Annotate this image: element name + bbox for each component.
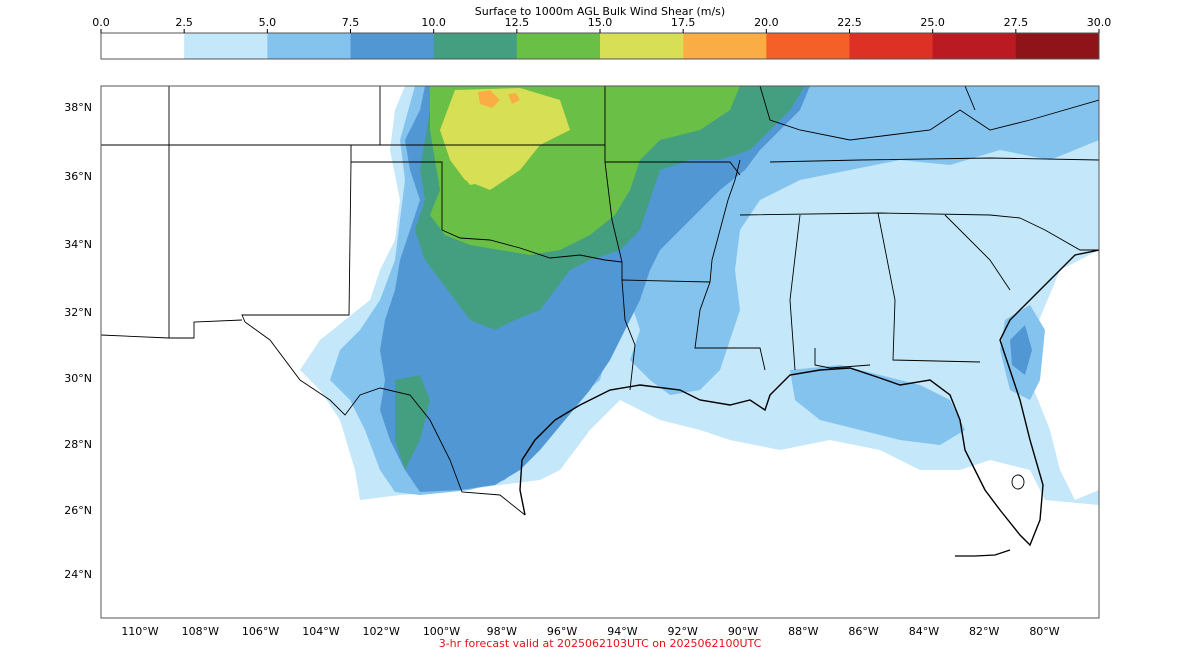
shear-area-7-fl (1010, 325, 1032, 375)
lake-okeechobee (1011, 474, 1025, 490)
latitude-label: 34°N (64, 238, 92, 251)
longitude-label: 98°W (487, 625, 517, 638)
colorbar-tick-label: 17.5 (671, 16, 696, 29)
colorbar-cell (267, 33, 351, 59)
longitude-label: 96°W (547, 625, 577, 638)
longitude-labels: 110°W 108°W 106°W 104°W 102°W 100°W 98°W 96°W 94… (121, 625, 1059, 638)
latitude-label: 32°N (64, 306, 92, 319)
longitude-label: 110°W (121, 625, 158, 638)
shear-area-10-s (395, 375, 430, 470)
shear-field (300, 86, 1099, 505)
longitude-label: 86°W (848, 625, 878, 638)
longitude-label: 102°W (363, 625, 400, 638)
colorbar-tick-label: 30.0 (1087, 16, 1112, 29)
colorbar-cell (849, 33, 934, 59)
colorbar-cell (683, 33, 767, 59)
political-borders (101, 86, 1099, 516)
longitude-label: 94°W (607, 625, 637, 638)
shear-area-17 (478, 90, 500, 108)
shear-area-17-b (508, 93, 520, 104)
colorbar-ticks: 0.0 2.5 5.0 7.5 10.0 12.5 15.0 17.5 20.0 22.5 25.0… (92, 16, 1111, 33)
colorbar-tick-label: 10.0 (421, 16, 446, 29)
latitude-label: 26°N (64, 504, 92, 517)
colorbar-tick-label: 25.0 (920, 16, 945, 29)
longitude-label: 106°W (242, 625, 279, 638)
gulf-coastline (519, 249, 1099, 547)
shear-area-15-b (455, 135, 510, 185)
longitude-label: 104°W (302, 625, 339, 638)
colorbar-tick-label: 7.5 (342, 16, 360, 29)
latitude-label: 30°N (64, 372, 92, 385)
colorbar-cell (101, 33, 185, 59)
colorbar-tick-label: 27.5 (1004, 16, 1029, 29)
longitude-label: 84°W (909, 625, 939, 638)
latitude-label: 24°N (64, 568, 92, 581)
colorbar-cell (1015, 33, 1100, 59)
longitude-label: 92°W (668, 625, 698, 638)
colorbar-title: Surface to 1000m AGL Bulk Wind Shear (m/… (475, 5, 725, 18)
latitude-label: 36°N (64, 170, 92, 183)
colorbar-tick-label: 5.0 (259, 16, 277, 29)
colorbar-tick-label: 22.5 (837, 16, 862, 29)
colorbar-cell (766, 33, 850, 59)
latitude-label: 38°N (64, 101, 92, 114)
keys (955, 549, 1011, 557)
colorbar-cell (600, 33, 684, 59)
colorbar-tick-label: 2.5 (175, 16, 193, 29)
longitude-label: 108°W (182, 625, 219, 638)
colorbar-tick-label: 15.0 (588, 16, 613, 29)
colorbar-tick-label: 12.5 (505, 16, 530, 29)
colorbar-cell (433, 33, 518, 59)
latitude-label: 28°N (64, 438, 92, 451)
longitude-label: 90°W (728, 625, 758, 638)
colorbar (101, 33, 1100, 59)
longitude-label: 82°W (969, 625, 999, 638)
forecast-caption: 3-hr forecast valid at 2025062103UTC on … (439, 637, 762, 650)
colorbar-tick-label: 20.0 (754, 16, 779, 29)
map-frame (100, 85, 1100, 619)
colorbar-cell (516, 33, 601, 59)
longitude-label: 100°W (423, 625, 460, 638)
longitude-label: 88°W (788, 625, 818, 638)
map (101, 86, 1099, 618)
shear-area-5-se (790, 365, 965, 445)
longitude-label: 80°W (1029, 625, 1059, 638)
colorbar-tick-label: 0.0 (92, 16, 110, 29)
latitude-labels: 38°N 36°N 34°N 32°N 30°N 28°N 26°N 24°N (64, 101, 92, 581)
colorbar-cell (184, 33, 268, 59)
colorbar-cell (932, 33, 1017, 59)
colorbar-cell (350, 33, 435, 59)
